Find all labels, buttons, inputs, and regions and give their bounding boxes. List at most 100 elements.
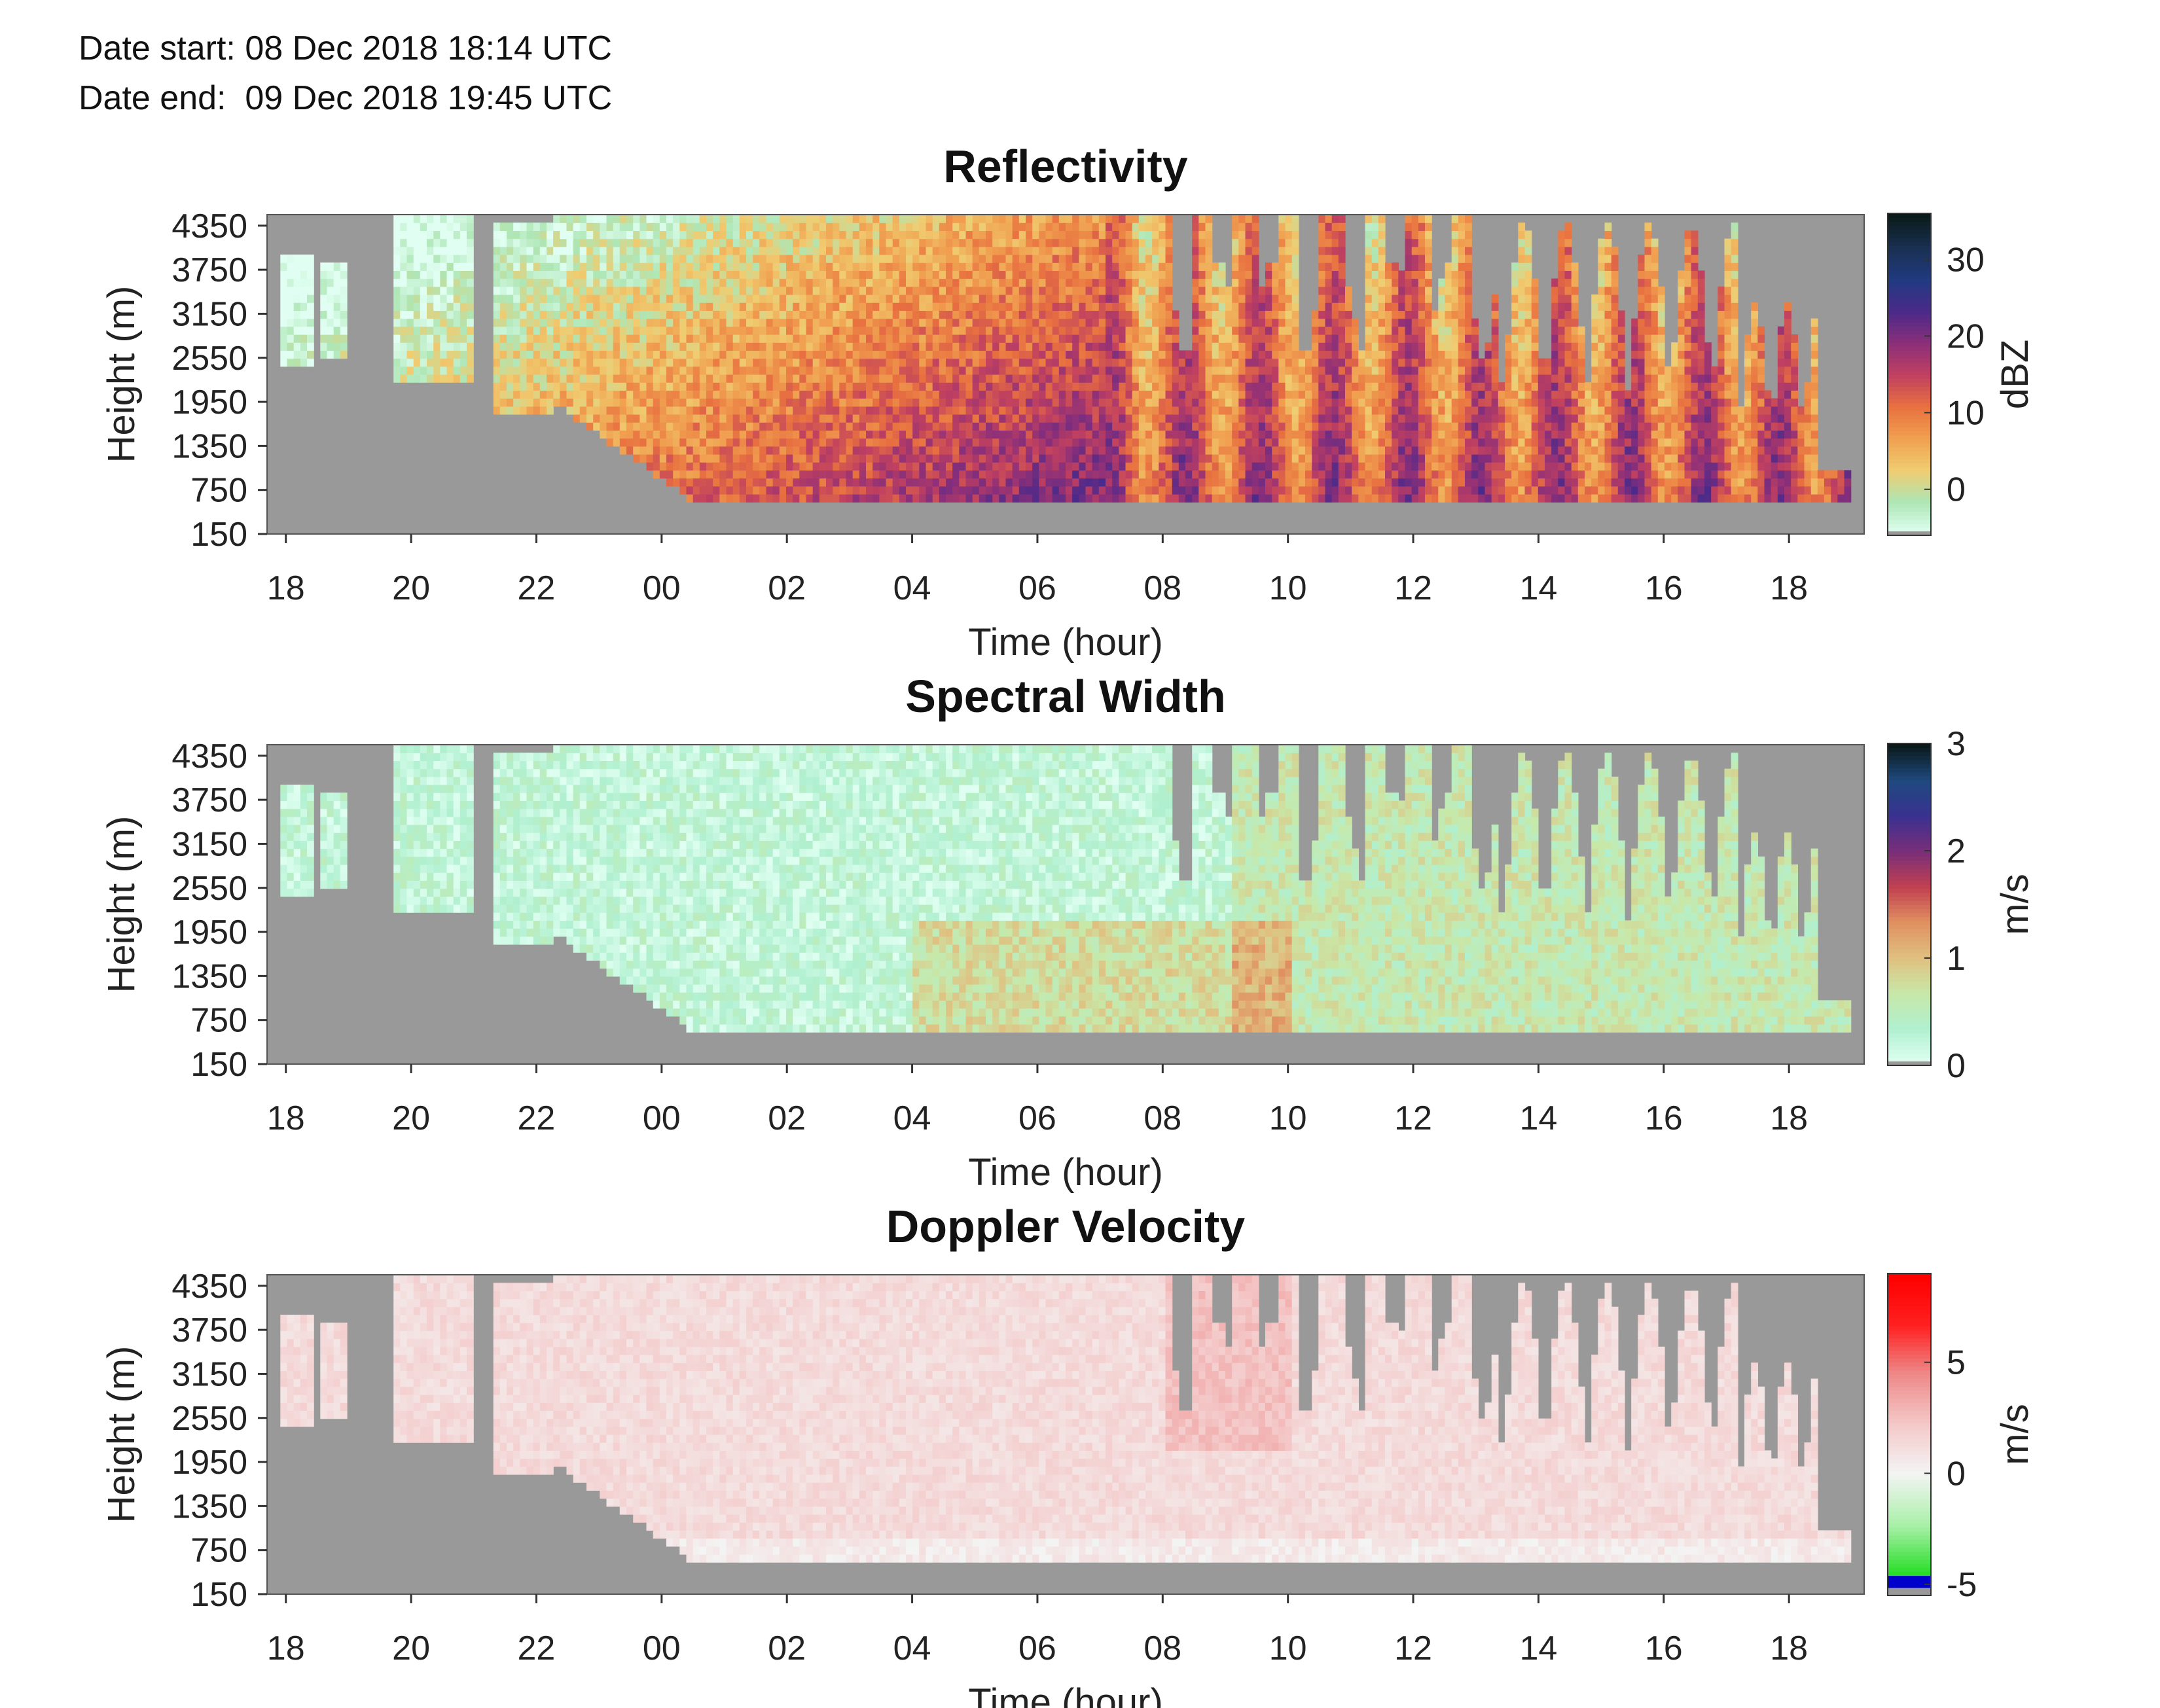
heatmap-cell [513, 230, 520, 240]
heatmap-cell [673, 454, 680, 463]
heatmap-cell [1411, 286, 1419, 295]
heatmap-cell [806, 406, 814, 415]
heatmap-cell [779, 398, 787, 407]
heatmap-cell [1258, 374, 1266, 383]
heatmap-cell [679, 334, 687, 343]
heatmap-cell [1178, 486, 1186, 495]
heatmap-cell [793, 366, 800, 375]
heatmap-cell [1066, 414, 1073, 423]
heatmap-cell [1098, 334, 1106, 343]
heatmap-cell [892, 422, 900, 431]
heatmap-cell [793, 446, 800, 455]
heatmap-cell [453, 215, 461, 223]
heatmap-cell [753, 390, 760, 399]
heatmap-cell [1085, 470, 1093, 479]
heatmap-cell [406, 294, 414, 303]
heatmap-cell [799, 406, 807, 415]
heatmap-cell [679, 446, 687, 455]
heatmap-cell [1272, 406, 1279, 415]
heatmap-cell [1418, 454, 1426, 463]
heatmap-cell [1238, 230, 1246, 240]
heatmap-cell [1106, 262, 1113, 271]
heatmap-cell [1045, 414, 1053, 423]
heatmap-cell [459, 374, 467, 383]
heatmap-cell [633, 422, 640, 431]
heatmap-cell [1178, 478, 1186, 487]
heatmap-cell [1112, 358, 1119, 367]
heatmap-cell [1058, 430, 1066, 439]
heatmap-cell [1125, 255, 1133, 263]
heatmap-cell [1245, 230, 1253, 240]
heatmap-cell [859, 238, 867, 247]
heatmap-cell [633, 238, 640, 247]
heatmap-cell [1092, 406, 1100, 415]
heatmap-cell [899, 286, 907, 295]
heatmap-cell [493, 238, 501, 247]
heatmap-cell [1291, 446, 1299, 455]
heatmap-cell [786, 486, 793, 495]
heatmap-cell [593, 326, 600, 335]
heatmap-cell [833, 246, 840, 255]
heatmap-cell [959, 302, 967, 311]
heatmap-cell [859, 318, 867, 327]
heatmap-cell [520, 390, 528, 399]
heatmap-cell [1045, 390, 1053, 399]
heatmap-cell [533, 246, 541, 255]
heatmap-cell [759, 270, 767, 279]
heatmap-cell [992, 294, 999, 303]
heatmap-cell [799, 358, 807, 367]
heatmap-cell [766, 286, 774, 295]
heatmap-cell [753, 430, 760, 439]
heatmap-cell [1285, 438, 1293, 447]
heatmap-cell [1165, 382, 1173, 391]
heatmap-cell [906, 438, 913, 447]
heatmap-cell [1152, 270, 1159, 279]
heatmap-cell [839, 310, 847, 319]
heatmap-cell [600, 318, 607, 327]
heatmap-cell [1098, 262, 1106, 271]
heatmap-cell [739, 270, 747, 279]
heatmap-cell [786, 246, 793, 255]
heatmap-cell [1385, 358, 1392, 367]
heatmap-cell [633, 430, 640, 439]
heatmap-cell [1272, 438, 1279, 447]
heatmap-cell [793, 350, 800, 359]
heatmap-cell [826, 446, 833, 455]
heatmap-cell [932, 334, 940, 343]
heatmap-cell [1245, 422, 1253, 431]
heatmap-cell [746, 406, 753, 415]
heatmap-cell [1258, 494, 1266, 503]
heatmap-cell [1159, 446, 1166, 455]
heatmap-cell [1198, 366, 1206, 375]
heatmap-cell [673, 342, 680, 351]
heatmap-cell [919, 406, 927, 415]
heatmap-cell [1192, 382, 1199, 391]
heatmap-cell [859, 398, 867, 407]
heatmap-cell [1378, 374, 1386, 383]
heatmap-cell [693, 454, 700, 463]
heatmap-cell [1418, 238, 1426, 247]
heatmap-cell [839, 486, 847, 495]
heatmap-cell [666, 398, 674, 407]
heatmap-cell [906, 454, 913, 463]
heatmap-cell [327, 350, 334, 359]
heatmap-cell [1365, 215, 1373, 223]
heatmap-cell [699, 494, 707, 503]
heatmap-cell [633, 454, 640, 463]
heatmap-cell [693, 278, 700, 287]
heatmap-cell [533, 262, 541, 271]
heatmap-cell [826, 222, 833, 231]
heatmap-cell [992, 230, 999, 240]
heatmap-cell [1305, 374, 1312, 383]
heatmap-cell [520, 238, 528, 247]
heatmap-cell [1085, 494, 1093, 503]
heatmap-cell [1085, 430, 1093, 439]
heatmap-cell [673, 438, 680, 447]
heatmap-cell [1018, 238, 1026, 247]
heatmap-cell [513, 358, 520, 367]
heatmap-cell [899, 430, 907, 439]
heatmap-cell [1159, 334, 1166, 343]
heatmap-cell [1159, 326, 1166, 335]
heatmap-cell [1285, 350, 1293, 359]
heatmap-cell [566, 255, 574, 263]
